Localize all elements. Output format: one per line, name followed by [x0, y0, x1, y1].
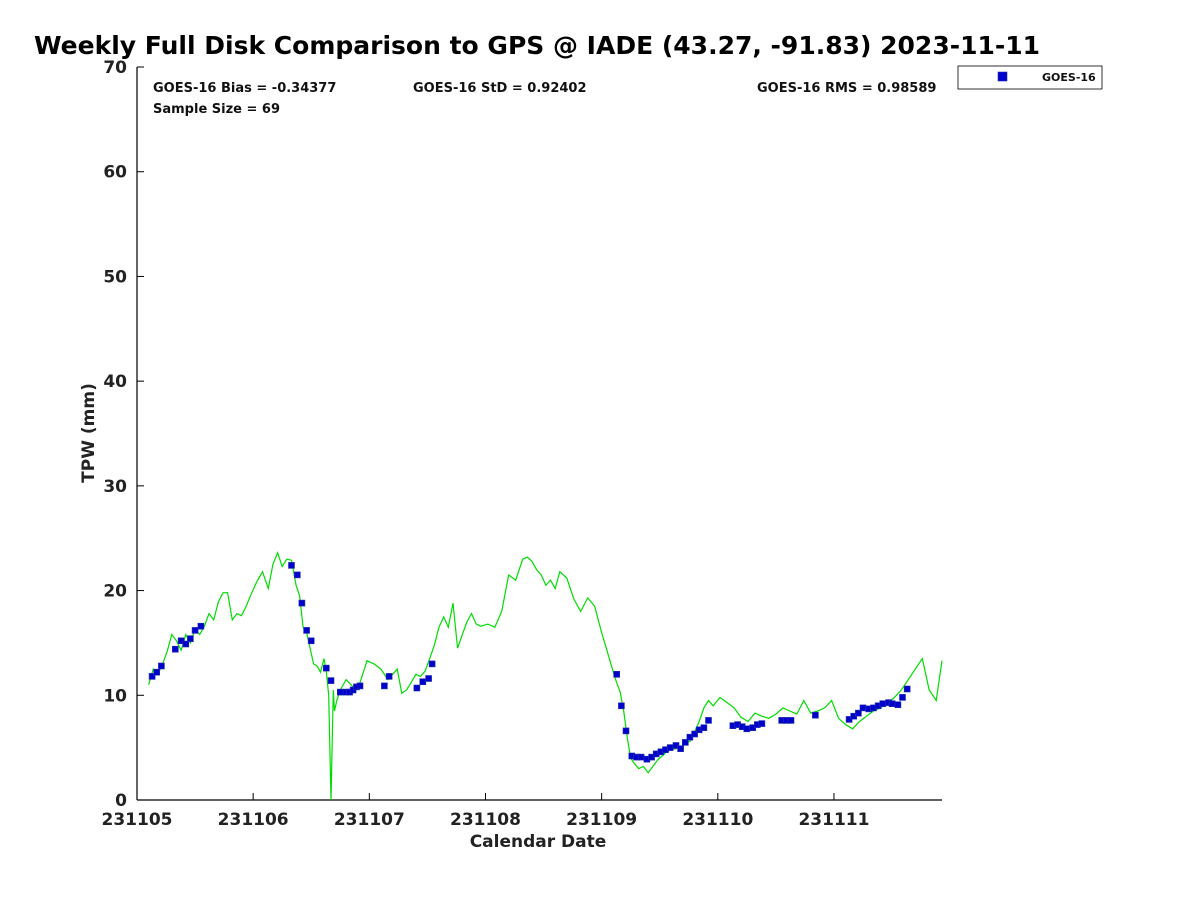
- y-axis-ticks: 0 10 20 30 40 50 60 70: [103, 58, 144, 811]
- goes-point: [855, 709, 862, 717]
- goes-point: [298, 599, 306, 607]
- goes-point: [307, 637, 315, 645]
- sample-size-stat: Sample Size = 69: [153, 102, 280, 117]
- plot-area: [136, 67, 942, 801]
- gps-line-layer: [148, 551, 943, 801]
- goes-point: [182, 640, 190, 648]
- std-stat: GOES-16 StD = 0.92402: [413, 81, 587, 96]
- goes-point: [293, 571, 301, 579]
- x-axis-ticks: 231105 231106 231107 231108 231109 231110 2311…: [102, 793, 869, 830]
- y-tick-label: 40: [103, 372, 127, 392]
- legend-label: GOES-16: [1042, 71, 1096, 84]
- x-tick-label: 231108: [450, 810, 521, 830]
- goes-point: [743, 725, 751, 733]
- gps-series-line: [148, 551, 943, 801]
- goes-point: [381, 682, 388, 690]
- goes-point: [758, 720, 766, 727]
- goes-point: [705, 717, 712, 724]
- legend-box: [957, 65, 1103, 90]
- goes-point: [356, 682, 364, 690]
- goes-point: [428, 660, 436, 668]
- x-tick-label: 231107: [334, 810, 405, 830]
- goes-point: [158, 662, 165, 670]
- goes-point: [187, 635, 194, 643]
- chart-title: Weekly Full Disk Comparison to GPS @ IAD…: [34, 31, 1040, 60]
- goes-point: [197, 622, 205, 630]
- goes-point: [419, 678, 427, 686]
- goes-point: [148, 673, 156, 680]
- goes-point: [336, 688, 344, 696]
- goes-point: [700, 724, 708, 732]
- goes-point: [677, 745, 684, 753]
- goes-point: [637, 753, 645, 761]
- legend: GOES-16: [957, 65, 1103, 90]
- y-tick-label: 20: [103, 582, 127, 602]
- x-axis-label: Calendar Date: [470, 832, 607, 852]
- goes-point: [894, 701, 902, 709]
- x-tick-label: 231105: [102, 810, 173, 830]
- goes-point: [899, 694, 906, 701]
- rms-stat: GOES-16 RMS = 0.98589: [757, 81, 936, 96]
- x-tick-label: 231110: [682, 810, 753, 830]
- y-tick-label: 60: [103, 163, 127, 183]
- goes-point: [322, 664, 330, 672]
- goes-point: [812, 711, 819, 719]
- goes-point: [153, 668, 160, 676]
- goes-point: [903, 685, 911, 693]
- goes-point: [613, 670, 621, 678]
- goes-point: [385, 673, 393, 680]
- goes-point: [288, 562, 295, 569]
- goes-point: [413, 684, 421, 692]
- goes-point: [666, 744, 674, 751]
- goes-point: [888, 700, 896, 708]
- y-tick-label: 30: [103, 477, 127, 497]
- bias-stat: GOES-16 Bias = -0.34377: [153, 81, 336, 96]
- legend-marker: [997, 71, 1008, 82]
- goes-point: [879, 700, 887, 708]
- y-axis-label: TPW (mm): [79, 383, 99, 483]
- goes-point: [622, 727, 630, 735]
- y-tick-label: 10: [103, 686, 127, 706]
- x-tick-label: 231109: [566, 810, 637, 830]
- x-tick-label: 231106: [218, 810, 289, 830]
- goes-point: [191, 627, 199, 634]
- goes-point: [327, 677, 335, 684]
- y-tick-label: 0: [115, 791, 127, 811]
- y-tick-label: 50: [103, 267, 127, 287]
- goes-point: [681, 739, 689, 746]
- x-tick-label: 231111: [798, 810, 869, 830]
- y-tick-label: 70: [103, 58, 127, 78]
- goes-point: [787, 717, 795, 724]
- goes-point: [303, 627, 310, 634]
- goes-point: [172, 645, 179, 653]
- goes-point: [425, 675, 432, 682]
- goes-point: [691, 730, 698, 738]
- goes-points-layer: [148, 562, 911, 763]
- goes-point: [859, 704, 867, 712]
- goes-point: [618, 702, 625, 710]
